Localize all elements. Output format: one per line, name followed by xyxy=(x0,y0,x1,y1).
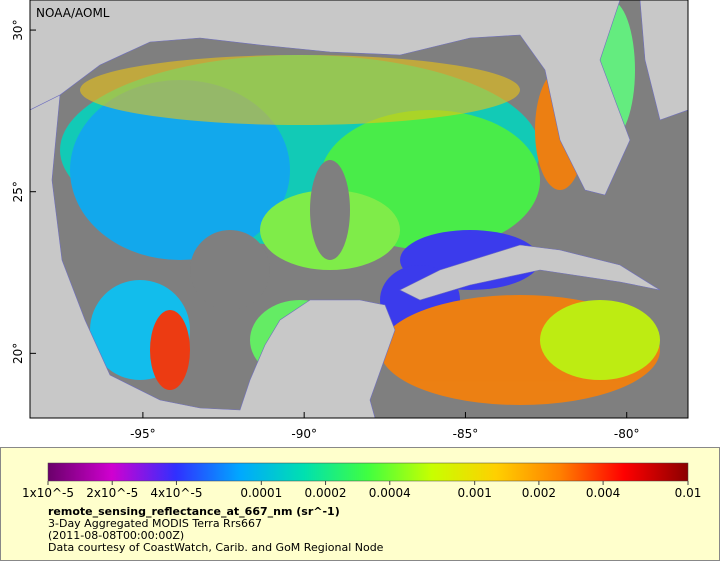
caption-line: Data courtesy of CoastWatch, Carib. and … xyxy=(48,541,384,554)
x-tick-label: -90° xyxy=(291,427,317,441)
colorbar-tick-label: 1x10^-5 xyxy=(22,486,74,500)
caption-title: remote_sensing_reflectance_at_667_nm (sr… xyxy=(48,505,340,518)
x-tick-label: -80° xyxy=(614,427,640,441)
colorbar-tick-label: 0.0004 xyxy=(369,486,411,500)
caption-line: 3-Day Aggregated MODIS Terra Rrs667 xyxy=(48,517,262,530)
map-frame xyxy=(29,0,689,419)
colorbar-tick-label: 0.001 xyxy=(457,486,491,500)
y-tick-label: 30° xyxy=(11,19,25,40)
colorbar-tick-label: 0.01 xyxy=(675,486,702,500)
y-tick-label: 25° xyxy=(11,181,25,202)
credit: NOAA/AOML xyxy=(36,6,110,20)
caption-line: (2011-08-08T00:00:00Z) xyxy=(48,529,184,542)
colorbar-ticks: 1x10^-5 2x10^-5 4x10^-5 0.0001 0.0002 0.0004 0… xyxy=(22,481,701,500)
x-tick-label: -85° xyxy=(453,427,479,441)
colorbar-tick-label: 2x10^-5 xyxy=(86,486,138,500)
colorbar-tick-label: 0.004 xyxy=(586,486,620,500)
colorbar-tick-label: 4x10^-5 xyxy=(150,486,202,500)
x-tick-label: -95° xyxy=(130,427,156,441)
colorbar-tick-label: 0.0002 xyxy=(305,486,347,500)
colorbar-tick-label: 0.0001 xyxy=(240,486,282,500)
y-tick-label: 20° xyxy=(11,343,25,364)
land xyxy=(30,0,688,418)
colorbar-tick-label: 0.002 xyxy=(522,486,556,500)
colorbar xyxy=(47,462,689,482)
map xyxy=(30,0,688,418)
axes: -95° -90° -85° -80° 20° 25° 30° xyxy=(11,19,640,441)
